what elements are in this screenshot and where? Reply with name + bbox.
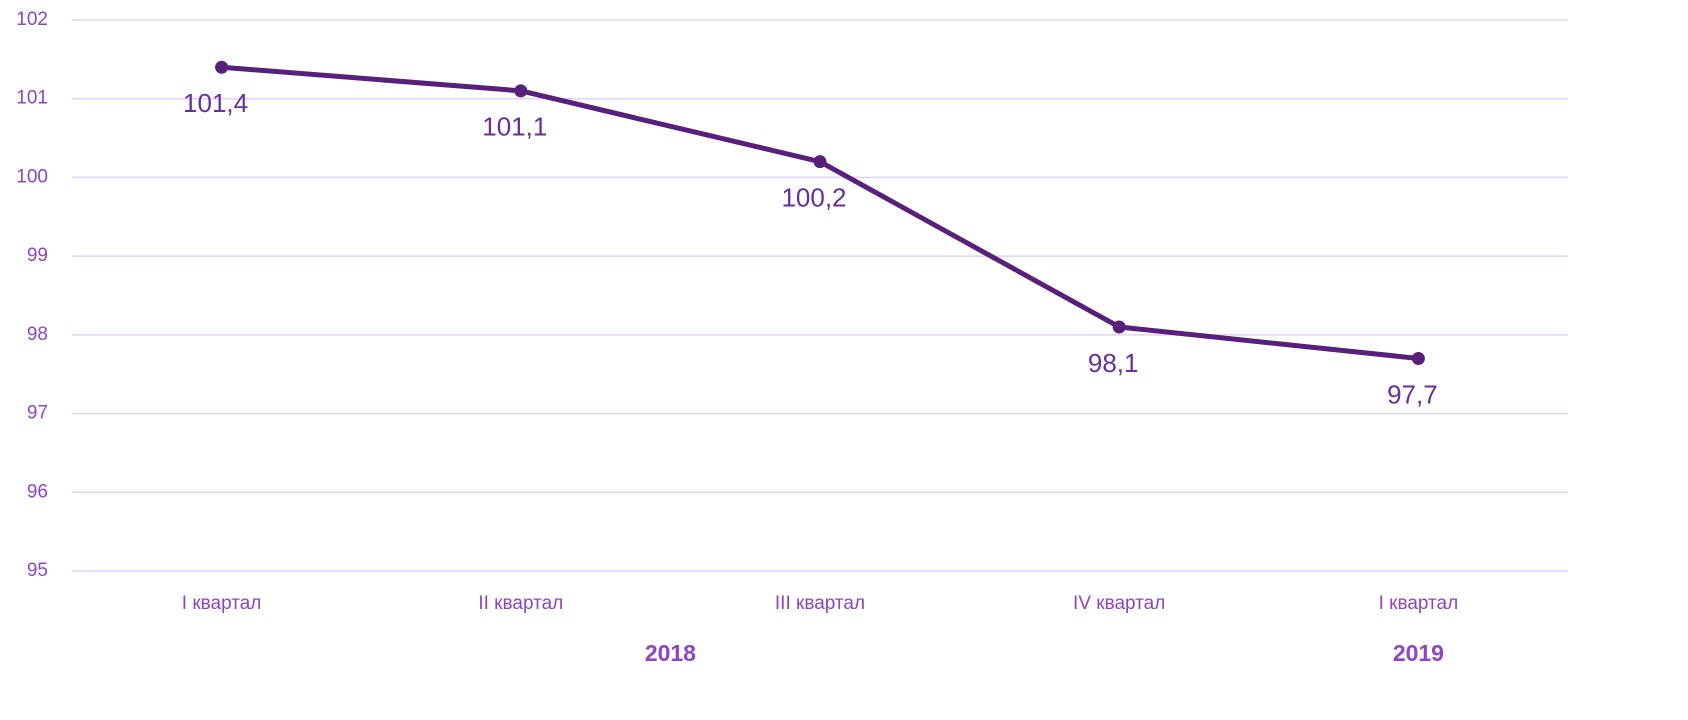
point xyxy=(514,84,528,98)
point xyxy=(215,60,229,74)
y-tick-label: 99 xyxy=(27,245,48,266)
point xyxy=(1411,351,1425,365)
y-tick-label: 97 xyxy=(27,403,48,424)
value-label: 98,1 xyxy=(1088,348,1139,378)
x-tick-label: I квартал xyxy=(1379,593,1459,614)
value-label: 101,1 xyxy=(482,112,547,142)
year-label: 2018 xyxy=(645,640,696,666)
line xyxy=(221,64,1419,361)
y-tick-label: 95 xyxy=(27,560,48,581)
value-label: 101,4 xyxy=(183,88,248,118)
y-tick-label: 101 xyxy=(16,88,48,109)
y-tick-label: 102 xyxy=(16,9,48,30)
point xyxy=(1112,320,1126,334)
point xyxy=(813,155,827,169)
x-tick-label: IV квартал xyxy=(1073,593,1165,614)
y-tick-label: 100 xyxy=(16,166,48,187)
y-tick-label: 96 xyxy=(27,481,48,502)
y-tick-label: 98 xyxy=(27,324,48,345)
x-tick-label: II квартал xyxy=(478,593,563,614)
value-label: 97,7 xyxy=(1387,379,1438,409)
value-label: 100,2 xyxy=(781,183,846,213)
x-tick-label: III квартал xyxy=(775,593,865,614)
year-label: 2019 xyxy=(1393,640,1444,666)
x-tick-label: I квартал xyxy=(182,593,262,614)
